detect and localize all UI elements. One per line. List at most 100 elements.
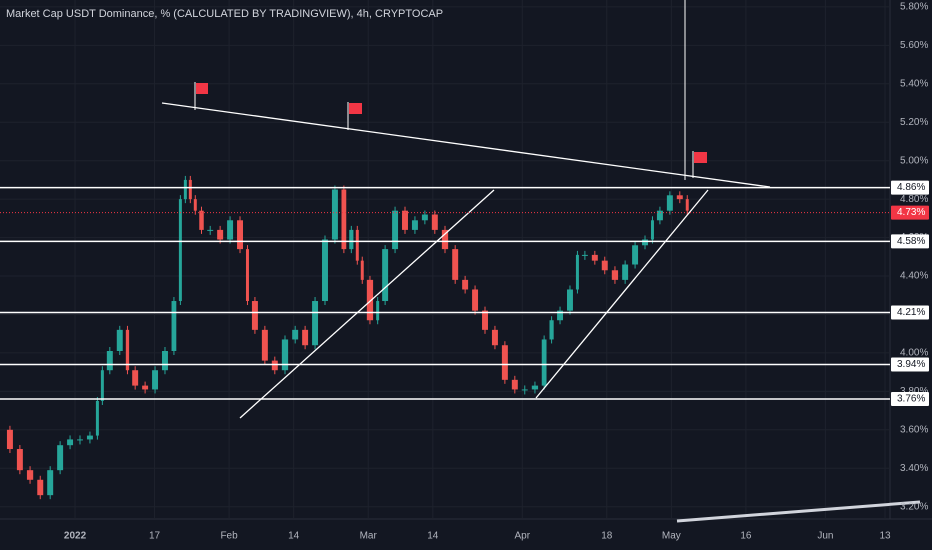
- chart-title: Market Cap USDT Dominance, % (CALCULATED…: [6, 8, 443, 20]
- candle-body: [245, 249, 249, 302]
- candle-body: [132, 370, 139, 386]
- candle-body: [431, 214, 438, 230]
- price-level-tag: [891, 305, 929, 320]
- candle-body: [491, 329, 498, 346]
- x-tick-label: Mar: [360, 531, 378, 542]
- last-price-label: 4.73%: [897, 207, 925, 218]
- candle-body: [199, 210, 204, 230]
- trendline: [535, 189, 709, 399]
- candle-body: [441, 229, 449, 250]
- x-tick-label: 13: [879, 531, 891, 542]
- x-tick-label: 14: [427, 531, 439, 542]
- flags: [194, 82, 707, 178]
- y-tick-label: 4.80%: [900, 194, 928, 205]
- candle-body: [331, 189, 338, 240]
- candle-body: [531, 385, 539, 390]
- candle-body: [549, 320, 554, 340]
- candle-body: [411, 220, 418, 230]
- candle-body: [251, 301, 258, 330]
- candle-body: [366, 279, 374, 321]
- candle-body: [322, 239, 328, 302]
- candle-body: [171, 301, 177, 351]
- price-level-label: 3.94%: [897, 359, 925, 370]
- candle-body: [622, 264, 629, 280]
- candle-body: [650, 220, 654, 240]
- candle-body: [601, 260, 608, 271]
- y-tick-label: 5.40%: [900, 78, 928, 89]
- candle-body: [482, 310, 488, 330]
- candle-body: [541, 339, 547, 386]
- candle-body: [402, 210, 408, 230]
- y-tick-label: 4.40%: [900, 271, 928, 282]
- candle-body: [281, 339, 289, 371]
- flag: [196, 83, 208, 94]
- price-level-tag: [891, 357, 929, 372]
- candle-body: [611, 270, 619, 280]
- candle-body: [183, 179, 187, 200]
- candle-body: [349, 229, 354, 250]
- candle-body: [557, 310, 564, 321]
- candle-body: [86, 435, 93, 440]
- x-tick-label: 2022: [64, 531, 87, 542]
- candle-body: [521, 389, 528, 391]
- candle-body: [188, 179, 192, 200]
- candle-body: [472, 289, 479, 311]
- price-level-tag: [891, 180, 929, 195]
- price-level-tag: [891, 392, 929, 407]
- x-tick-label: May: [662, 531, 681, 542]
- candle-body: [355, 229, 359, 261]
- drawings: [161, 0, 921, 523]
- candle-body: [642, 239, 648, 246]
- trendline: [676, 500, 921, 523]
- candle-body: [271, 360, 278, 371]
- candle-body: [152, 370, 159, 390]
- y-tick-label: 3.40%: [900, 463, 928, 474]
- trendline: [161, 102, 771, 188]
- candle-body: [392, 210, 399, 250]
- candle-body: [16, 449, 23, 471]
- candle-body: [666, 195, 673, 211]
- y-tick-label: 5.60%: [900, 40, 928, 51]
- x-tick-label: Jun: [817, 531, 833, 542]
- candle-body: [462, 279, 469, 290]
- flag: [694, 152, 707, 163]
- x-tick-label: 16: [740, 531, 752, 542]
- candle-body: [685, 199, 689, 211]
- candle-body: [37, 479, 44, 496]
- candle-body: [106, 350, 113, 371]
- candle-body: [116, 329, 123, 351]
- candle-body: [566, 289, 573, 311]
- candle-body: [312, 301, 319, 346]
- y-tick-label: 5.80%: [900, 2, 928, 13]
- candle-body: [193, 199, 197, 211]
- candle-body: [77, 439, 83, 441]
- candle-body: [382, 249, 389, 302]
- candle-body: [360, 260, 364, 280]
- candle-body: [581, 254, 588, 256]
- y-tick-label: 3.20%: [900, 501, 928, 512]
- candle-body: [341, 189, 347, 250]
- candle-body: [57, 445, 64, 471]
- flag: [349, 103, 362, 114]
- candle-body: [261, 329, 268, 361]
- candle-body: [6, 429, 13, 450]
- trendline: [239, 189, 495, 419]
- candle-body: [656, 210, 663, 221]
- candle-body: [47, 470, 54, 496]
- plot: [0, 0, 890, 519]
- x-tick-label: Apr: [514, 531, 530, 542]
- candle-body: [452, 249, 459, 280]
- x-tick-label: 17: [149, 531, 161, 542]
- price-level-tag: [891, 234, 929, 249]
- x-tick-label: 14: [288, 531, 300, 542]
- candle-body: [292, 329, 299, 340]
- candle-body: [501, 345, 508, 380]
- candle-body: [676, 195, 683, 200]
- candle-body: [421, 214, 428, 221]
- x-tick-label: 18: [601, 531, 613, 542]
- price-level-label: 3.76%: [897, 394, 925, 405]
- price-level-label: 4.21%: [897, 307, 925, 318]
